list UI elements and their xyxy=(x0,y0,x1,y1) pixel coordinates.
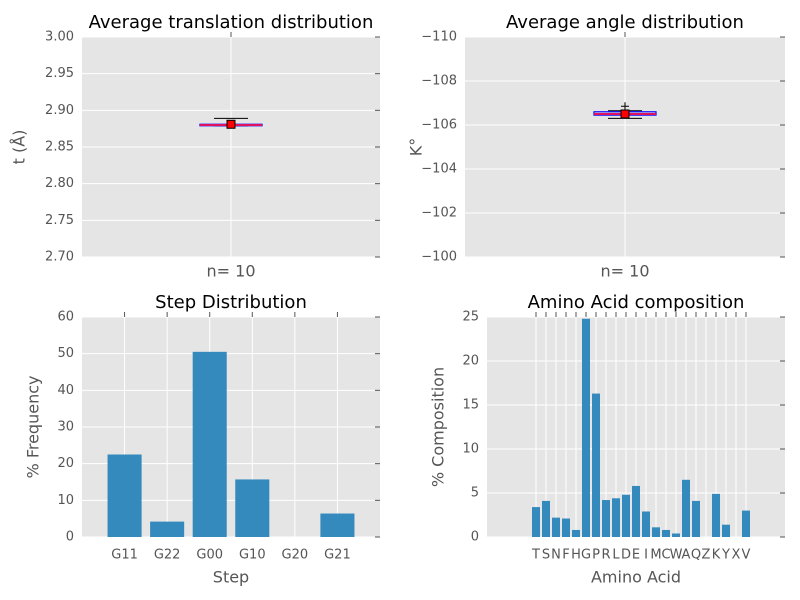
y-tick-label: −104 xyxy=(421,162,457,177)
x-tick-label: G xyxy=(581,548,591,563)
y-tick-label: 25 xyxy=(462,310,479,325)
bar xyxy=(192,351,227,537)
x-tick-label: S xyxy=(542,548,550,563)
chart-title: Average translation distribution xyxy=(89,12,374,33)
bar xyxy=(542,500,550,537)
y-tick-label: 2.95 xyxy=(45,66,74,81)
x-tick-label: M xyxy=(650,548,661,563)
bar xyxy=(235,479,270,537)
bar xyxy=(150,521,185,537)
bar xyxy=(712,493,720,537)
x-tick-label: W xyxy=(670,548,683,563)
y-tick-label: 50 xyxy=(57,346,74,361)
bar xyxy=(320,513,355,537)
x-tick-label: L xyxy=(612,548,620,563)
x-tick-label: C xyxy=(661,548,670,563)
x-tick-label: F xyxy=(562,548,569,563)
bar xyxy=(742,510,750,537)
y-tick-label: 3.00 xyxy=(45,30,74,45)
y-tick-label: 2.90 xyxy=(45,103,74,118)
bar xyxy=(532,507,540,537)
bar xyxy=(652,527,660,537)
y-tick-label: 2.80 xyxy=(45,176,74,191)
y-tick-label: −108 xyxy=(421,74,457,89)
bar xyxy=(582,318,590,537)
bar xyxy=(107,454,142,537)
y-tick-label: 20 xyxy=(57,456,74,471)
x-tick-label: n= 10 xyxy=(207,262,256,281)
y-tick-label: 60 xyxy=(57,310,74,325)
bar xyxy=(692,500,700,537)
bar xyxy=(672,533,680,537)
y-axis-label: % Composition xyxy=(429,367,448,487)
bar xyxy=(642,511,650,537)
x-tick-label: G22 xyxy=(154,548,181,563)
x-tick-label: N xyxy=(551,548,561,563)
x-tick-label: G00 xyxy=(196,548,223,563)
x-tick-label: G11 xyxy=(111,548,138,563)
y-tick-label: 20 xyxy=(462,354,479,369)
y-tick-label: −102 xyxy=(421,206,457,221)
x-tick-label: G20 xyxy=(282,548,309,563)
x-tick-label: K xyxy=(712,548,721,563)
x-tick-label: P xyxy=(592,548,600,563)
x-tick-label: R xyxy=(601,548,610,563)
x-tick-label: Z xyxy=(702,548,711,563)
y-tick-label: 0 xyxy=(471,530,479,545)
y-axis-label: t (Å) xyxy=(10,130,29,165)
chart-title: Step Distribution xyxy=(155,292,307,313)
y-tick-label: 2.85 xyxy=(45,140,74,155)
y-tick-label: 10 xyxy=(57,493,74,508)
bar xyxy=(562,518,570,537)
y-tick-label: −106 xyxy=(421,118,457,133)
flier xyxy=(621,102,629,111)
bar xyxy=(552,517,560,537)
bar xyxy=(592,393,600,537)
x-tick-label: H xyxy=(571,548,581,563)
y-tick-label: 5 xyxy=(471,486,479,501)
y-axis-label: K° xyxy=(407,138,426,157)
x-tick-label: A xyxy=(682,548,691,563)
x-tick-label: X xyxy=(732,548,741,563)
x-tick-label: Y xyxy=(721,548,730,563)
x-tick-label: Q xyxy=(691,548,701,563)
y-axis-label: % Frequency xyxy=(24,376,43,479)
y-tick-label: 15 xyxy=(462,398,479,413)
chart-title: Average angle distribution xyxy=(506,12,744,33)
y-tick-label: 40 xyxy=(57,383,74,398)
y-tick-label: 2.70 xyxy=(45,250,74,265)
x-tick-label: E xyxy=(632,548,640,563)
x-tick-label: G10 xyxy=(239,548,266,563)
bar xyxy=(632,485,640,537)
x-axis-label: Step xyxy=(213,568,249,587)
x-tick-label: I xyxy=(644,548,648,563)
x-tick-label: D xyxy=(621,548,631,563)
bar xyxy=(662,529,670,537)
bar xyxy=(682,479,690,537)
x-tick-label: T xyxy=(531,548,540,563)
y-tick-label: −110 xyxy=(421,30,457,45)
bar xyxy=(612,498,620,537)
bar xyxy=(622,494,630,537)
x-tick-label: V xyxy=(742,548,751,563)
y-tick-label: 10 xyxy=(462,442,479,457)
x-tick-label: G21 xyxy=(324,548,351,563)
mean xyxy=(620,109,630,119)
x-tick-label: n= 10 xyxy=(601,262,650,281)
y-tick-label: 2.75 xyxy=(45,213,74,228)
y-tick-label: −100 xyxy=(421,250,457,265)
x-axis-label: Amino Acid xyxy=(591,568,681,587)
chart-title: Amino Acid composition xyxy=(528,292,745,313)
y-tick-label: 0 xyxy=(66,530,74,545)
bar xyxy=(602,500,610,537)
mean xyxy=(226,119,236,129)
y-tick-label: 30 xyxy=(57,420,74,435)
bar xyxy=(572,529,580,537)
bar xyxy=(722,524,730,537)
